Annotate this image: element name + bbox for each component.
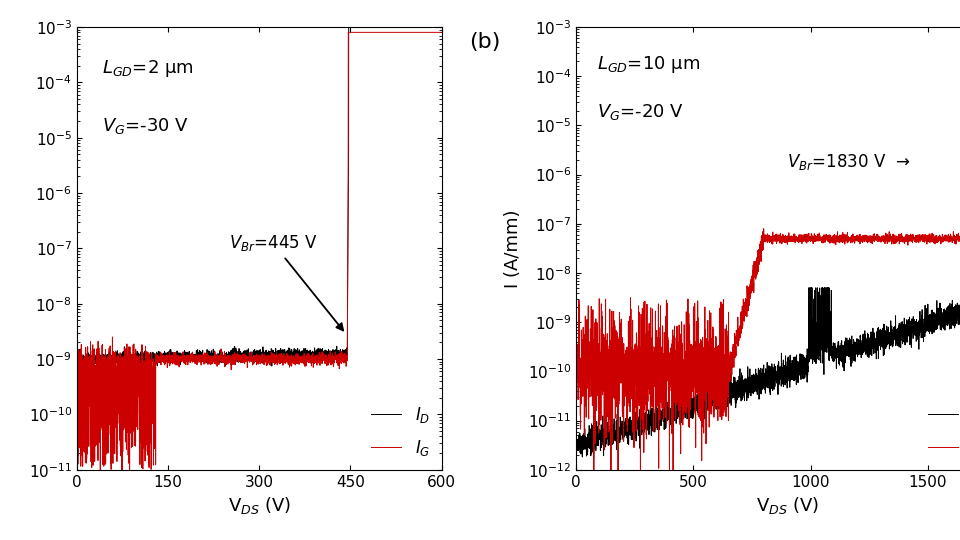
$I_G$ [605, 501, 616, 508]
$I_G$ [748, 281, 759, 288]
Text: $V_{Br}$=445 V: $V_{Br}$=445 V [228, 233, 343, 330]
Y-axis label: I (A/mm): I (A/mm) [504, 209, 522, 288]
$I_G$ [71, 433, 83, 440]
X-axis label: V$_{DS}$ (V): V$_{DS}$ (V) [756, 495, 819, 516]
$I_G$ [227, 359, 238, 365]
Line: $I_D$: $I_D$ [77, 27, 442, 366]
$I_G$ [112, 375, 124, 382]
$I_G$ [877, 238, 889, 244]
$I_G$ [751, 255, 762, 261]
$I_G$ [758, 226, 770, 232]
$I_G$ [94, 515, 106, 522]
$I_G$ [134, 384, 146, 391]
$I_G$ [570, 358, 582, 365]
$I_D$ [112, 357, 124, 364]
$I_D$ [570, 455, 582, 461]
$I_D$ [71, 356, 83, 363]
Line: $I_G$: $I_G$ [576, 229, 960, 504]
X-axis label: V$_{DS}$ (V): V$_{DS}$ (V) [228, 495, 291, 516]
Line: $I_D$: $I_D$ [576, 288, 960, 458]
$I_D$ [436, 24, 447, 30]
$I_D$ [390, 24, 401, 30]
$I_G$ [959, 240, 960, 246]
$I_D$ [134, 358, 146, 365]
$I_D$ [959, 308, 960, 315]
Text: $V_G$=-20 V: $V_G$=-20 V [597, 102, 684, 122]
$I_G$ [343, 29, 354, 36]
$I_D$ [751, 382, 762, 389]
Line: $I_G$: $I_G$ [77, 32, 442, 518]
Text: $L_{GD}$=10 μm: $L_{GD}$=10 μm [597, 53, 700, 75]
$I_G$ [436, 29, 447, 36]
$I_D$ [803, 285, 814, 291]
$I_D$ [343, 24, 354, 30]
$I_G$ [429, 29, 441, 36]
Legend: $I_D$, $I_G$: $I_D$, $I_G$ [924, 401, 960, 462]
Text: $V_{Br}$=1830 V  →: $V_{Br}$=1830 V → [787, 152, 910, 172]
Text: (b): (b) [469, 32, 500, 52]
$I_D$ [429, 24, 441, 30]
$I_D$ [227, 353, 238, 359]
$I_D$ [748, 371, 759, 377]
$I_D$ [771, 370, 782, 376]
Text: $V_G$=-30 V: $V_G$=-30 V [103, 116, 189, 136]
$I_G$ [390, 29, 401, 36]
$I_D$ [211, 352, 223, 358]
$I_D$ [877, 336, 889, 342]
$I_D$ [134, 363, 146, 369]
Text: $L_{GD}$=2 μm: $L_{GD}$=2 μm [103, 58, 194, 79]
Legend: $I_D$, $I_G$: $I_D$, $I_G$ [368, 401, 433, 462]
$I_G$ [211, 358, 223, 365]
$I_G$ [771, 237, 782, 243]
